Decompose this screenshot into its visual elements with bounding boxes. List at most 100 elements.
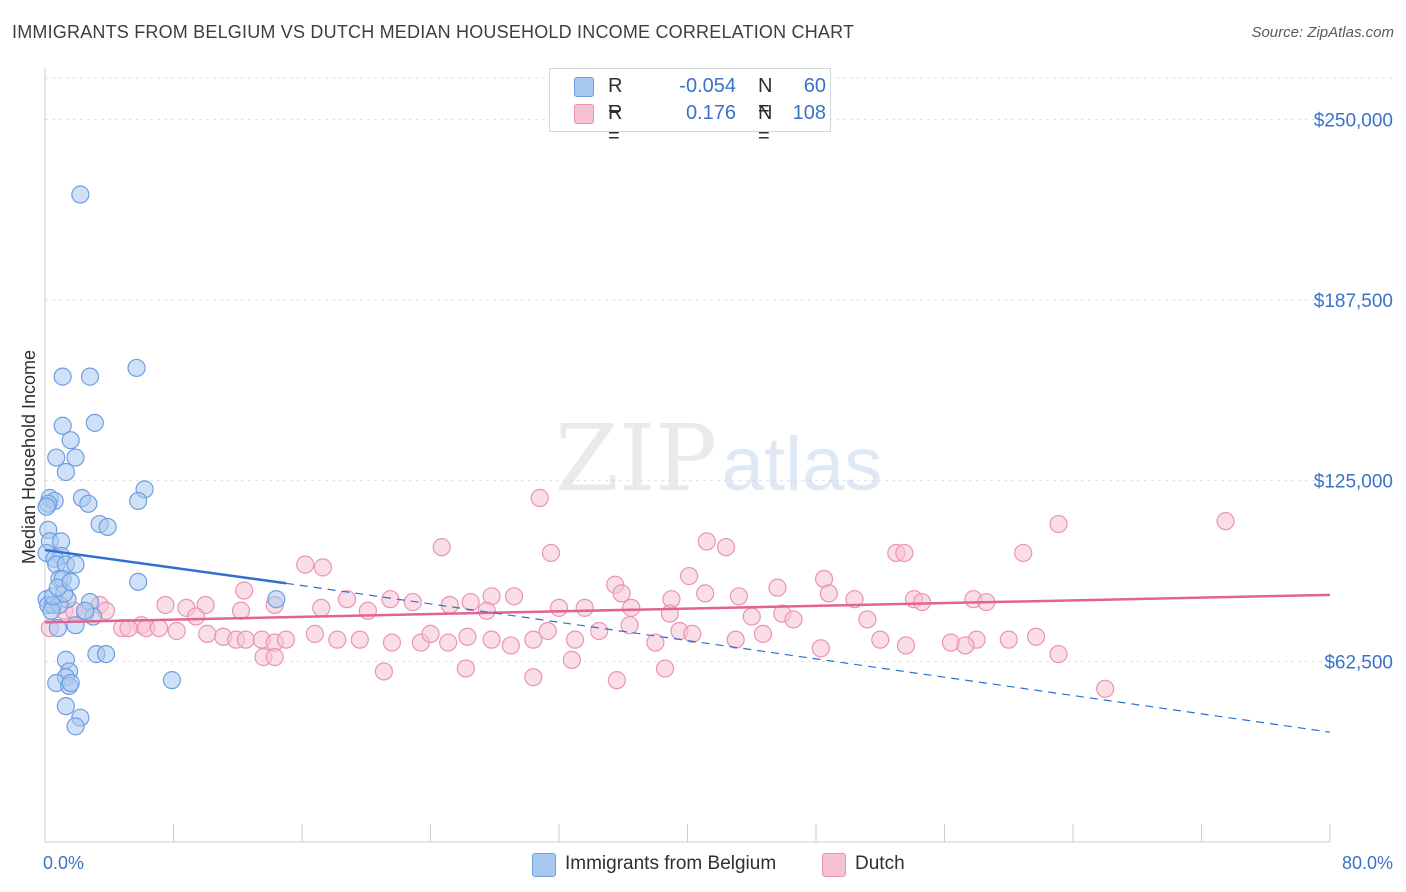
dutch-point bbox=[1026, 627, 1046, 646]
belgium-point bbox=[47, 448, 66, 467]
belgium-point bbox=[96, 645, 116, 664]
dutch-point bbox=[562, 650, 581, 669]
belgium-point bbox=[61, 431, 80, 450]
dutch-point bbox=[620, 616, 639, 635]
dutch-point bbox=[716, 538, 736, 557]
belgium-swatch bbox=[532, 853, 556, 877]
dutch-point bbox=[784, 610, 803, 629]
dutch-point bbox=[265, 647, 284, 667]
dutch-point bbox=[1014, 543, 1033, 563]
watermark-atlas: atlas bbox=[722, 422, 883, 507]
belgium-point bbox=[85, 413, 104, 432]
dutch-point bbox=[231, 601, 251, 620]
dutch-point bbox=[729, 587, 749, 606]
belgium-points bbox=[37, 185, 286, 736]
dutch-point bbox=[575, 598, 594, 617]
dutch-point bbox=[119, 618, 138, 638]
dutch-point bbox=[1096, 679, 1115, 698]
dutch-point bbox=[156, 595, 175, 615]
dutch-point bbox=[811, 639, 830, 658]
gridlines bbox=[45, 77, 1395, 662]
legend-label-dutch: Dutch bbox=[855, 853, 905, 874]
legend-n-value: 108 bbox=[792, 102, 826, 124]
dutch-point bbox=[524, 668, 543, 687]
belgium-point bbox=[56, 462, 75, 482]
dutch-point bbox=[696, 584, 715, 603]
legend-n-label: N = bbox=[758, 102, 773, 147]
belgium-point bbox=[127, 358, 146, 378]
belgium-point bbox=[61, 673, 80, 693]
dutch-point bbox=[421, 624, 440, 643]
dutch-point bbox=[1216, 512, 1235, 531]
belgium-point bbox=[66, 448, 85, 467]
belgium-trendline bbox=[44, 548, 287, 585]
x-axis-max-label: 80.0% bbox=[1342, 853, 1393, 873]
dutch-point bbox=[530, 488, 549, 508]
legend-n-value: 60 bbox=[803, 75, 826, 97]
y-axis-tick-labels: $62,500 $125,000 $187,500 $250,000 bbox=[1314, 110, 1393, 673]
belgium-point bbox=[66, 616, 85, 635]
dutch-point bbox=[350, 630, 369, 649]
y-tick-label: $187,500 bbox=[1314, 291, 1393, 312]
belgium-point bbox=[79, 494, 98, 513]
dutch-point bbox=[1049, 645, 1068, 664]
source-credit: Source: ZipAtlas.com bbox=[1251, 24, 1394, 41]
dutch-point bbox=[524, 630, 543, 649]
dutch-trendline bbox=[44, 593, 1331, 624]
belgium-point bbox=[129, 491, 148, 511]
dutch-point bbox=[538, 621, 557, 641]
dutch-point bbox=[482, 630, 501, 649]
dutch-point bbox=[167, 621, 186, 641]
dutch-point bbox=[768, 578, 787, 597]
dutch-point bbox=[956, 636, 975, 655]
dutch-point bbox=[276, 630, 296, 649]
dutch-point bbox=[912, 592, 932, 612]
dutch-point bbox=[895, 543, 914, 563]
dutch-point bbox=[382, 633, 402, 652]
dutch-point bbox=[381, 590, 400, 609]
belgium-point bbox=[129, 572, 148, 591]
dutch-point bbox=[549, 598, 569, 617]
belgium-trendline-extension bbox=[285, 582, 1331, 733]
dutch-point bbox=[612, 584, 631, 603]
dutch-swatch bbox=[822, 853, 846, 877]
dutch-point bbox=[504, 587, 524, 606]
dutch-point bbox=[312, 598, 331, 617]
dutch-point bbox=[296, 555, 315, 574]
dutch-point bbox=[742, 607, 761, 626]
dutch-point bbox=[753, 624, 773, 643]
dutch-point bbox=[198, 624, 217, 643]
legend-r-label: R = bbox=[608, 75, 623, 120]
dutch-point bbox=[655, 659, 675, 678]
dutch-point bbox=[683, 624, 702, 643]
belgium-point bbox=[80, 367, 100, 386]
dutch-point bbox=[186, 607, 206, 626]
axes bbox=[44, 68, 1331, 843]
watermark: ZIP atlas bbox=[555, 405, 882, 512]
dutch-points bbox=[40, 488, 1235, 698]
legend-r-value: -0.054 bbox=[679, 75, 736, 97]
y-tick-label: $125,000 bbox=[1314, 472, 1393, 493]
trendlines bbox=[44, 548, 1331, 733]
dutch-point bbox=[1049, 514, 1068, 534]
y-tick-label: $250,000 bbox=[1314, 110, 1393, 131]
y-axis-label: Median Household Income bbox=[19, 350, 39, 564]
belgium-swatch bbox=[574, 77, 594, 97]
dutch-point bbox=[622, 598, 641, 617]
dutch-point bbox=[458, 627, 477, 646]
y-tick-label: $62,500 bbox=[1324, 652, 1393, 673]
dutch-point bbox=[477, 601, 496, 620]
dutch-point bbox=[541, 543, 561, 563]
dutch-point bbox=[403, 592, 422, 612]
belgium-point bbox=[98, 517, 117, 537]
dutch-point bbox=[456, 659, 475, 678]
dutch-point bbox=[235, 581, 254, 600]
belgium-point bbox=[66, 717, 85, 736]
belgium-point bbox=[61, 572, 80, 591]
belgium-point bbox=[71, 185, 90, 204]
belgium-point bbox=[267, 590, 286, 609]
dutch-point bbox=[590, 621, 609, 641]
dutch-point bbox=[680, 566, 699, 586]
dutch-point bbox=[896, 636, 916, 655]
